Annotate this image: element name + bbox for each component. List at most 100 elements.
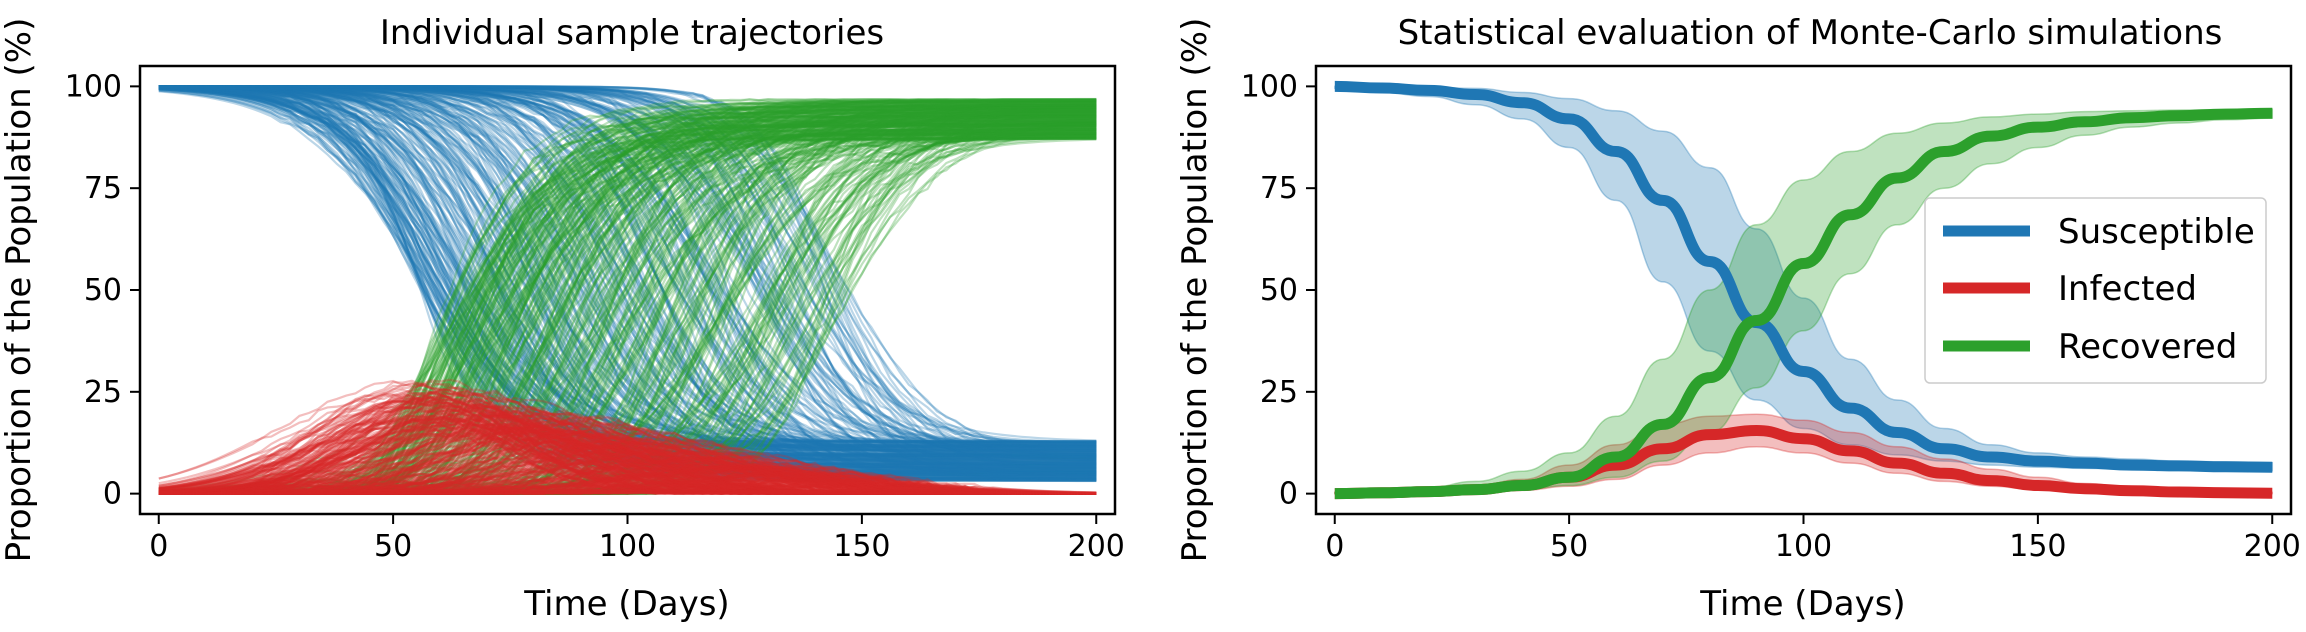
susceptible-sample-line bbox=[158, 85, 1097, 461]
infected-sample-line bbox=[158, 382, 1097, 495]
infected-sample-line bbox=[158, 460, 1097, 495]
susceptible-sample-line bbox=[158, 85, 1097, 458]
susceptible-sample-line bbox=[158, 85, 1097, 479]
recovered-sample-line bbox=[158, 123, 1097, 495]
recovered-sample-line bbox=[158, 117, 1097, 495]
infected-sample-line bbox=[158, 412, 1097, 495]
infected-sample-line bbox=[158, 442, 1097, 495]
recovered-sample-line bbox=[158, 124, 1097, 495]
infected-sample-line bbox=[158, 413, 1097, 495]
susceptible-sample-line bbox=[158, 85, 1097, 464]
susceptible-sample-line bbox=[158, 85, 1097, 446]
infected-sample-line bbox=[158, 448, 1097, 495]
recovered-sample-line bbox=[158, 104, 1097, 495]
susceptible-sample-line bbox=[158, 85, 1097, 449]
recovered-sample-line bbox=[158, 107, 1097, 495]
recovered-sample-line bbox=[158, 131, 1097, 495]
infected-sample-line bbox=[158, 454, 1097, 495]
susceptible-mean-line bbox=[1334, 80, 2273, 473]
recovered-sample-line bbox=[158, 126, 1097, 495]
susceptible-sample-line bbox=[158, 85, 1097, 458]
recovered-sample-line bbox=[158, 119, 1097, 495]
infected-sample-line bbox=[158, 423, 1097, 495]
infected-sample-line bbox=[158, 456, 1097, 495]
recovered-sample-line bbox=[158, 99, 1097, 495]
infected-sample-line bbox=[158, 406, 1097, 495]
susceptible-sample-line bbox=[158, 85, 1097, 448]
infected-sample-line bbox=[158, 430, 1097, 495]
recovered-sample-line bbox=[158, 109, 1097, 495]
recovered-sample-line bbox=[158, 131, 1097, 495]
recovered-sample-line bbox=[158, 120, 1097, 495]
recovered-sample-line bbox=[158, 105, 1097, 495]
susceptible-sample-line bbox=[158, 85, 1097, 473]
right-x-tick-label: 200 bbox=[2244, 529, 2301, 564]
susceptible-sample-line bbox=[158, 85, 1097, 454]
susceptible-sample-line bbox=[158, 85, 1097, 474]
susceptible-sample-line bbox=[158, 85, 1097, 444]
infected-sample-line bbox=[158, 428, 1097, 495]
recovered-sample-line bbox=[158, 130, 1097, 495]
infected-sample-line bbox=[158, 466, 1097, 495]
infected-sample-line bbox=[158, 433, 1097, 495]
susceptible-sample-line bbox=[158, 86, 1097, 475]
recovered-sample-line bbox=[158, 107, 1097, 495]
infected-sample-line bbox=[158, 471, 1097, 495]
recovered-sample-line bbox=[158, 98, 1097, 495]
recovered-sample-line bbox=[158, 101, 1097, 495]
infected-sample-line bbox=[158, 435, 1097, 495]
susceptible-sample-line bbox=[158, 85, 1097, 468]
infected-sample-line bbox=[158, 414, 1097, 495]
recovered-sample-line bbox=[158, 115, 1097, 495]
infected-sample-line bbox=[158, 414, 1097, 495]
susceptible-sample-line bbox=[158, 85, 1097, 449]
recovered-sample-line bbox=[158, 118, 1097, 495]
susceptible-sample-line bbox=[158, 85, 1097, 446]
susceptible-sample-line bbox=[158, 86, 1097, 455]
susceptible-sample-line bbox=[158, 85, 1097, 457]
infected-sample-line bbox=[158, 425, 1097, 495]
right-x-tick-label: 100 bbox=[1775, 529, 1832, 564]
susceptible-sample-line bbox=[158, 85, 1097, 458]
infected-sample-line bbox=[158, 416, 1097, 495]
recovered-sample-line bbox=[158, 109, 1097, 495]
susceptible-sample-line bbox=[158, 85, 1097, 482]
recovered-sample-line bbox=[158, 106, 1097, 495]
infected-sample-line bbox=[158, 420, 1097, 495]
recovered-sample-line bbox=[158, 108, 1097, 495]
susceptible-sample-line bbox=[158, 85, 1097, 476]
susceptible-sample-line bbox=[158, 87, 1097, 456]
susceptible-sample-line bbox=[158, 85, 1097, 447]
infected-sample-line bbox=[158, 415, 1097, 495]
right-y-tick-label: 100 bbox=[1241, 69, 1298, 104]
infected-sample-line bbox=[158, 425, 1097, 495]
recovered-sample-line bbox=[158, 115, 1097, 495]
infected-sample-line bbox=[158, 455, 1097, 495]
recovered-sample-line bbox=[158, 123, 1097, 495]
susceptible-sample-line bbox=[158, 85, 1097, 480]
infected-sample-line bbox=[158, 439, 1097, 495]
infected-sample-line bbox=[158, 428, 1097, 495]
infected-sample-line bbox=[158, 444, 1097, 495]
susceptible-sample-line bbox=[158, 85, 1097, 463]
recovered-sample-line bbox=[158, 128, 1097, 495]
infected-sample-line bbox=[158, 465, 1097, 495]
infected-sample-line bbox=[158, 424, 1097, 495]
recovered-sample-line bbox=[158, 119, 1097, 495]
recovered-sample-line bbox=[158, 117, 1097, 495]
recovered-sample-line bbox=[158, 123, 1097, 495]
susceptible-sample-line bbox=[158, 85, 1097, 455]
recovered-sample-line bbox=[158, 102, 1097, 495]
susceptible-sample-line bbox=[158, 87, 1097, 447]
infected-sample-line bbox=[158, 473, 1097, 495]
infected-sample-line bbox=[158, 445, 1097, 495]
recovered-sample-line bbox=[158, 99, 1097, 495]
infected-sample-line bbox=[158, 439, 1097, 495]
susceptible-sample-line bbox=[158, 85, 1097, 450]
infected-sample-line bbox=[158, 482, 1097, 495]
recovered-sample-line bbox=[158, 104, 1097, 495]
recovered-sample-line bbox=[158, 127, 1097, 495]
infected-sample-line bbox=[158, 420, 1097, 495]
recovered-sample-line bbox=[158, 100, 1097, 495]
infected-sample-line bbox=[158, 392, 1097, 495]
